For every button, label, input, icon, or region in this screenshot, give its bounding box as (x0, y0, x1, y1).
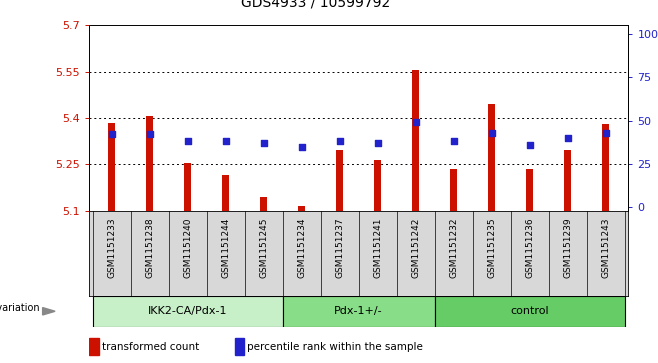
Text: GDS4933 / 10599792: GDS4933 / 10599792 (241, 0, 390, 9)
Point (563, 135, 573, 141)
Text: GSM1151242: GSM1151242 (411, 217, 420, 278)
Text: GSM1151244: GSM1151244 (221, 217, 230, 278)
Text: GSM1151243: GSM1151243 (601, 217, 610, 278)
Point (334, 138, 345, 144)
Bar (234, 338, 244, 355)
Bar (184, 163, 191, 211)
Bar (108, 123, 115, 211)
Polygon shape (43, 307, 55, 315)
Bar (434, 296, 624, 327)
Text: GSM1151241: GSM1151241 (373, 217, 382, 278)
Text: GSM1151233: GSM1151233 (107, 217, 116, 278)
Point (220, 138, 231, 144)
Bar (488, 104, 495, 211)
Text: percentile rank within the sample: percentile rank within the sample (247, 342, 423, 352)
Point (411, 119, 421, 125)
Text: GSM1151245: GSM1151245 (259, 217, 268, 278)
Point (524, 142, 535, 148)
Bar (374, 160, 381, 211)
Text: GSM1151237: GSM1151237 (335, 217, 344, 278)
Point (600, 130, 611, 136)
Text: GSM1151236: GSM1151236 (525, 217, 534, 278)
Bar (602, 124, 609, 211)
Point (372, 140, 383, 146)
Bar (89, 338, 99, 355)
Point (144, 131, 155, 137)
Bar (412, 70, 419, 211)
Bar (526, 169, 533, 211)
Point (182, 138, 193, 144)
Text: transformed count: transformed count (102, 342, 199, 352)
Text: GSM1151232: GSM1151232 (449, 217, 458, 278)
Text: GSM1151235: GSM1151235 (487, 217, 496, 278)
Text: GSM1151240: GSM1151240 (183, 217, 192, 278)
Bar (283, 296, 434, 327)
Bar (146, 117, 153, 211)
Point (448, 138, 459, 144)
Text: Pdx-1+/-: Pdx-1+/- (334, 306, 383, 316)
Text: GSM1151238: GSM1151238 (145, 217, 154, 278)
Bar (260, 197, 267, 211)
Bar (564, 150, 571, 211)
Bar (93, 296, 283, 327)
Point (107, 131, 117, 137)
Text: GSM1151239: GSM1151239 (563, 217, 572, 278)
Bar (222, 175, 229, 211)
Text: GSM1151234: GSM1151234 (297, 217, 306, 278)
Bar (450, 169, 457, 211)
Bar (336, 150, 343, 211)
Text: genotype/variation: genotype/variation (0, 303, 40, 313)
Text: control: control (511, 306, 549, 316)
Bar (298, 206, 305, 211)
Text: IKK2-CA/Pdx-1: IKK2-CA/Pdx-1 (148, 306, 228, 316)
Point (259, 140, 269, 146)
Point (296, 144, 307, 150)
Point (486, 130, 497, 136)
